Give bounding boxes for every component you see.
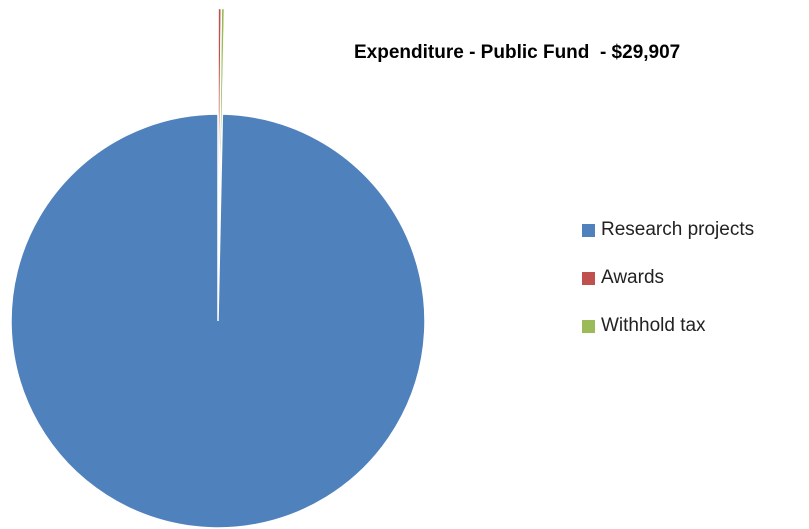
legend-item-research-projects: Research projects: [582, 206, 754, 254]
chart-title: Expenditure - Public Fund - $29,907: [354, 42, 681, 63]
legend-swatch-awards: [582, 271, 595, 285]
pie-slice-awards: [218, 8, 221, 217]
legend-label-research-projects: Research projects: [601, 219, 755, 240]
pie-slice-research-projects: [10, 113, 426, 529]
legend-swatch-research-projects: [582, 223, 595, 237]
legend-item-awards: Awards: [582, 254, 754, 302]
legend-swatch-withhold-tax: [582, 319, 595, 333]
legend-label-awards: Awards: [601, 267, 665, 288]
legend-label-withhold-tax: Withhold tax: [601, 315, 706, 336]
legend-item-withhold-tax: Withhold tax: [582, 302, 754, 350]
legend: Research projects Awards Withhold tax: [582, 206, 754, 350]
